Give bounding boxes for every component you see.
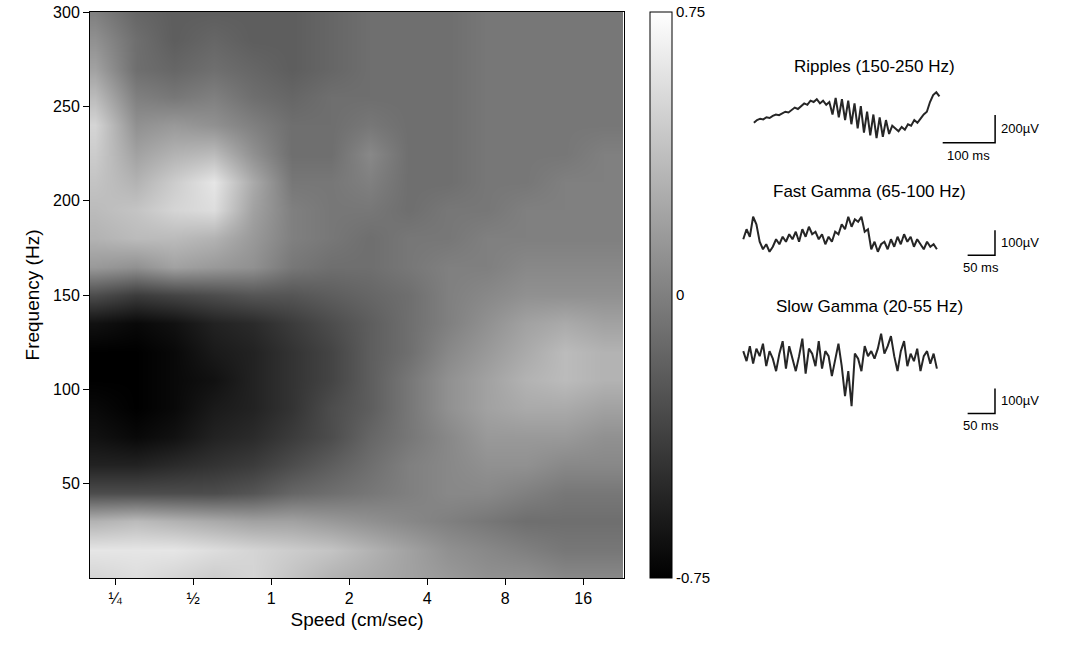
svg-text:8: 8 bbox=[501, 590, 510, 607]
svg-text:¼: ¼ bbox=[108, 590, 122, 607]
svg-text:50: 50 bbox=[62, 475, 80, 492]
svg-text:2: 2 bbox=[345, 590, 354, 607]
svg-text:200: 200 bbox=[53, 192, 80, 209]
svg-text:200µV: 200µV bbox=[1001, 121, 1039, 136]
svg-text:Ripples (150-250 Hz): Ripples (150-250 Hz) bbox=[794, 57, 955, 76]
svg-text:0: 0 bbox=[676, 286, 684, 303]
svg-text:Fast Gamma (65-100 Hz): Fast Gamma (65-100 Hz) bbox=[773, 182, 966, 201]
svg-text:50 ms: 50 ms bbox=[963, 418, 999, 433]
svg-text:50 ms: 50 ms bbox=[963, 260, 999, 275]
svg-text:½: ½ bbox=[186, 590, 199, 607]
svg-text:1: 1 bbox=[267, 590, 276, 607]
svg-text:250: 250 bbox=[53, 98, 80, 115]
svg-text:150: 150 bbox=[53, 287, 80, 304]
svg-text:Slow Gamma (20-55 Hz): Slow Gamma (20-55 Hz) bbox=[776, 297, 963, 316]
svg-text:0.75: 0.75 bbox=[676, 3, 705, 20]
svg-text:Speed (cm/sec): Speed (cm/sec) bbox=[290, 609, 423, 630]
svg-text:Frequency (Hz): Frequency (Hz) bbox=[22, 230, 43, 361]
svg-text:100 ms: 100 ms bbox=[947, 148, 990, 163]
svg-text:-0.75: -0.75 bbox=[676, 569, 710, 586]
svg-text:100µV: 100µV bbox=[1001, 235, 1039, 250]
svg-text:100µV: 100µV bbox=[1001, 393, 1039, 408]
svg-text:16: 16 bbox=[574, 590, 592, 607]
svg-text:300: 300 bbox=[53, 4, 80, 21]
svg-text:100: 100 bbox=[53, 381, 80, 398]
svg-text:4: 4 bbox=[423, 590, 432, 607]
